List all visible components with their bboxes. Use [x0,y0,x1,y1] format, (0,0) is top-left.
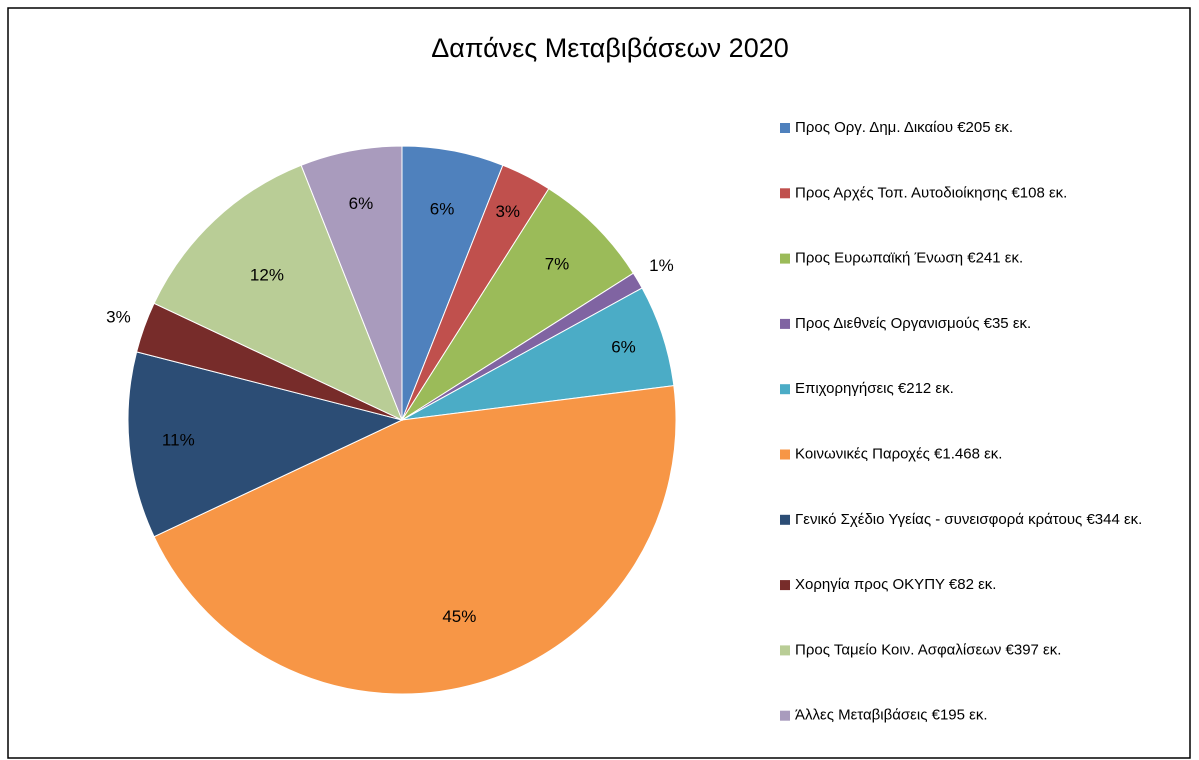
pie-slice [300,145,403,421]
data-label: 3% [495,202,520,221]
legend-swatch [780,188,790,199]
data-label: 11% [162,431,195,450]
pie-slice [153,164,403,421]
legend-swatch [780,318,790,329]
data-label: 6% [349,194,374,213]
legend-label: Γενικό Σχέδιο Υγείας - συνεισφορά κράτου… [795,511,1142,528]
legend-swatch [780,514,790,525]
data-label: 12% [250,266,284,285]
legend-label: Προς Αρχές Τοπ. Αυτοδιοίκησης €108 εκ. [795,184,1067,201]
legend-label: Άλλες Μεταβιβάσεις €195 εκ. [795,707,988,724]
data-label: 3% [106,307,131,326]
data-label: 1% [649,256,674,275]
legend-swatch [780,123,790,133]
legend-label: Κοινωνικές Παροχές €1.468 εκ. [795,445,1002,462]
data-label: 6% [430,200,455,219]
pie-slice [127,351,404,538]
legend-swatch [780,449,790,460]
legend-label: Προς Οργ. Δημ. Δικαίου €205 εκ. [795,119,1013,136]
data-label: 7% [545,254,570,273]
legend-swatch [780,710,790,721]
legend-label: Επιχορηγήσεις €212 εκ. [795,380,954,397]
pie-slice [401,187,635,421]
legend-label: Προς Ταμείο Κοιν. Ασφαλίσεων €397 εκ. [795,641,1061,658]
legend-label: Χορηγία προς ΟΚΥΠΥ €82 εκ. [795,576,996,593]
data-label: 6% [611,338,636,357]
legend-label: Προς Διεθνείς Οργανισμούς €35 εκ. [795,315,1031,332]
legend-label: Προς Ευρωπαϊκή Ένωση €241 εκ. [795,250,1023,267]
legend-swatch [780,384,790,395]
data-label: 45% [442,607,476,626]
pie-slice [153,385,677,695]
chart-title: Δαπάνες Μεταβιβάσεων 2020 [431,33,789,63]
legend-swatch [780,645,790,656]
legend-swatch [780,253,790,264]
legend-swatch [780,580,790,591]
